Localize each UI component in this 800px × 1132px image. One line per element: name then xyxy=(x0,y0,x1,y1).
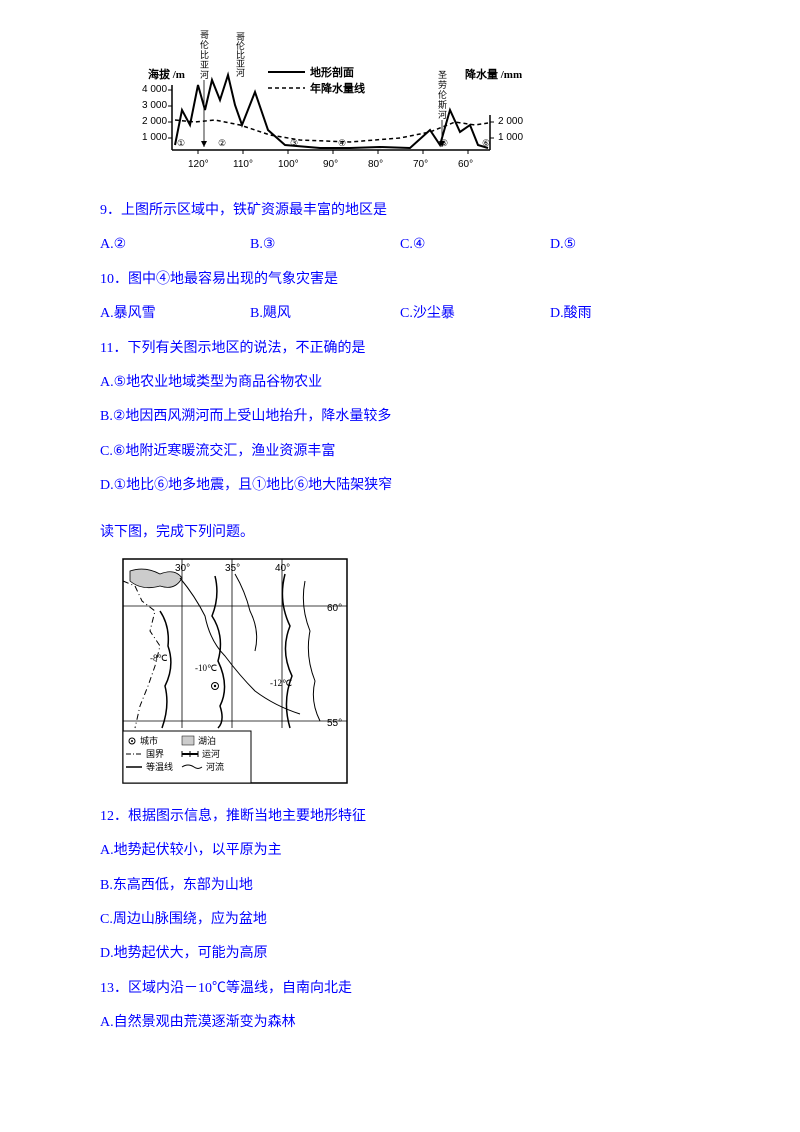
svg-text:劳: 劳 xyxy=(438,79,447,90)
svg-text:90°: 90° xyxy=(323,159,338,170)
svg-text:伦: 伦 xyxy=(200,39,209,50)
q10-opt-b: B.飓风 xyxy=(250,303,400,325)
q13-stem: 13．区域内沿－10℃等温线，自南向北走 xyxy=(100,978,700,1000)
q9-options: A.② B.③ C.④ D.⑤ xyxy=(100,234,700,256)
svg-text:圣: 圣 xyxy=(438,70,447,80)
q10-opt-a: A.暴风雪 xyxy=(100,303,250,325)
svg-text:亚: 亚 xyxy=(200,60,209,70)
svg-text:1 000: 1 000 xyxy=(142,132,167,143)
q12-opt-b: B.东高西低，东部为山地 xyxy=(100,875,700,897)
svg-text:等温线: 等温线 xyxy=(146,761,173,772)
svg-text:-12℃: -12℃ xyxy=(270,678,292,688)
svg-text:运河: 运河 xyxy=(202,748,220,759)
q9-opt-d: D.⑤ xyxy=(550,234,700,256)
q12-opt-c: C.周边山脉围绕，应为盆地 xyxy=(100,909,700,931)
svg-text:100°: 100° xyxy=(278,159,299,170)
svg-text:斯: 斯 xyxy=(438,99,447,110)
svg-text:②: ② xyxy=(218,138,226,148)
svg-text:4 000: 4 000 xyxy=(142,84,167,95)
svg-text:-10℃: -10℃ xyxy=(195,663,217,673)
legend-solid: 地形剖面 xyxy=(310,65,354,79)
svg-text:①: ① xyxy=(177,138,185,148)
right-axis-label: 降水量 /mm xyxy=(465,67,522,81)
q9-opt-b: B.③ xyxy=(250,234,400,256)
svg-text:80°: 80° xyxy=(368,159,383,170)
svg-text:110°: 110° xyxy=(233,159,253,170)
q9-opt-c: C.④ xyxy=(400,234,550,256)
svg-text:2 000: 2 000 xyxy=(498,116,523,127)
svg-text:120°: 120° xyxy=(188,159,209,170)
svg-text:哥: 哥 xyxy=(200,30,209,40)
svg-text:河流: 河流 xyxy=(206,761,224,772)
svg-text:3 000: 3 000 xyxy=(142,100,167,111)
elevation-precipitation-chart: 海拔 /m 降水量 /mm 哥伦比亚河 哥 伦 比 亚 河 圣 劳 伦 斯 河 … xyxy=(120,30,540,180)
svg-text:④: ④ xyxy=(338,138,346,148)
q12-stem: 12．根据图示信息，推断当地主要地形特征 xyxy=(100,806,700,828)
svg-text:湖泊: 湖泊 xyxy=(198,736,216,746)
q13-opt-a: A.自然景观由荒漠逐渐变为森林 xyxy=(100,1012,700,1034)
svg-text:35°: 35° xyxy=(225,563,240,574)
svg-text:55°: 55° xyxy=(327,718,342,729)
q12-opt-d: D.地势起伏大，可能为高原 xyxy=(100,943,700,965)
svg-text:30°: 30° xyxy=(175,563,190,574)
q10-stem: 10．图中④地最容易出现的气象灾害是 xyxy=(100,269,700,291)
legend-dashed: 年降水量线 xyxy=(310,81,365,95)
svg-text:1 000: 1 000 xyxy=(498,132,523,143)
left-axis-label: 海拔 /m xyxy=(148,67,185,81)
q9-opt-a: A.② xyxy=(100,234,250,256)
lake-shape xyxy=(130,569,182,588)
q12-opt-a: A.地势起伏较小，以平原为主 xyxy=(100,840,700,862)
svg-text:国界: 国界 xyxy=(146,749,164,759)
q11-opt-c: C.⑥地附近寒暖流交汇，渔业资源丰富 xyxy=(100,441,700,463)
svg-text:比: 比 xyxy=(200,49,209,60)
svg-text:伦: 伦 xyxy=(438,89,447,100)
svg-text:40°: 40° xyxy=(275,563,290,574)
q11-opt-a: A.⑤地农业地域类型为商品谷物农业 xyxy=(100,372,700,394)
svg-text:河: 河 xyxy=(200,69,209,80)
transition-text: 读下图，完成下列问题。 xyxy=(100,522,700,544)
svg-text:60°: 60° xyxy=(327,603,342,614)
isotherm-map: 30° 35° 40° 60° 55° -8℃ -10℃ -12℃ xyxy=(120,556,350,786)
q10-opt-c: C.沙尘暴 xyxy=(400,303,550,325)
q10-opt-d: D.酸雨 xyxy=(550,303,700,325)
svg-text:70°: 70° xyxy=(413,159,428,170)
svg-text:-8℃: -8℃ xyxy=(150,653,168,663)
q9-stem: 9．上图所示区域中，铁矿资源最丰富的地区是 xyxy=(100,200,700,222)
svg-text:2 000: 2 000 xyxy=(142,116,167,127)
q11-opt-b: B.②地因西风溯河而上受山地抬升，降水量较多 xyxy=(100,406,700,428)
q11-opt-d: D.①地比⑥地多地震，且①地比⑥地大陆架狭窄 xyxy=(100,475,700,497)
svg-text:60°: 60° xyxy=(458,159,473,170)
svg-text:城市: 城市 xyxy=(140,735,158,746)
q11-stem: 11．下列有关图示地区的说法，不正确的是 xyxy=(100,338,700,360)
q10-options: A.暴风雪 B.飓风 C.沙尘暴 D.酸雨 xyxy=(100,303,700,325)
svg-text:河: 河 xyxy=(438,109,447,120)
